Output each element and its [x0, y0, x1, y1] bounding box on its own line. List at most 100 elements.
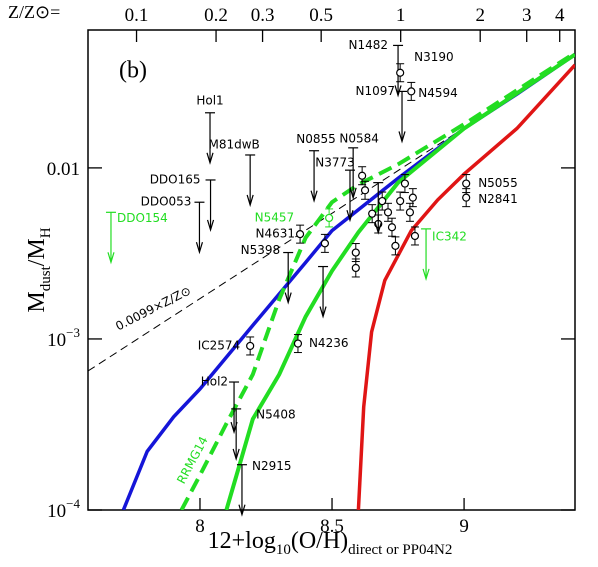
- galaxy-point: [462, 193, 471, 202]
- x2-tick-label: 3: [522, 5, 532, 26]
- limit-arrowhead: [310, 190, 318, 203]
- galaxy-label: Hol1: [196, 93, 223, 107]
- galaxy-label: N3190: [414, 50, 454, 64]
- model-curve: [121, 53, 575, 510]
- galaxy-label: N0584: [339, 131, 379, 145]
- galaxy-label: IC342: [432, 229, 467, 243]
- limit-arrowhead: [319, 306, 327, 319]
- galaxy-point: [400, 179, 410, 188]
- y-tick-label-base: 10: [47, 501, 66, 522]
- model-curve: [179, 51, 575, 510]
- galaxy-point: [391, 241, 400, 250]
- galaxy-point: [320, 239, 329, 248]
- galaxy-label: N5398: [241, 243, 281, 257]
- x-tick-label: 9: [459, 516, 469, 537]
- galaxy-label: M81dwB: [209, 137, 260, 151]
- galaxy-point: [407, 87, 416, 96]
- x2-tick-label: 0.1: [125, 5, 149, 26]
- x2-tick-label: 4: [555, 5, 565, 26]
- x-tick-label: 8.5: [320, 516, 344, 537]
- galaxy-point: [293, 339, 303, 348]
- galaxy-point: [396, 68, 405, 77]
- y-label-part: dust: [38, 265, 54, 291]
- galaxy-point: [410, 231, 420, 241]
- limit-arrowhead: [284, 292, 292, 305]
- x2-tick-label: 0.5: [309, 5, 333, 26]
- y-label-part: /M: [24, 238, 50, 266]
- galaxy-label: N5408: [256, 407, 296, 421]
- y-tick-label-exp: −3: [66, 325, 80, 340]
- x-tick-label: 8: [195, 516, 205, 537]
- x2-tick-label: 1: [396, 5, 406, 26]
- galaxy-label: N1482: [349, 38, 389, 52]
- galaxy-label: Hol2: [201, 375, 228, 389]
- galaxy-label: N0855: [296, 132, 336, 146]
- galaxy-label: DDO053: [141, 195, 192, 209]
- galaxy-label: N4236: [309, 336, 349, 350]
- x2-axis-label: Z/Z⊙=: [8, 2, 60, 22]
- limit-arrowhead: [206, 152, 214, 165]
- galaxy-label: N2841: [478, 192, 518, 206]
- y-tick-label: 10−3: [47, 325, 80, 351]
- galaxy-label: DDO154: [117, 211, 168, 225]
- y-label-part: H: [38, 227, 54, 238]
- galaxy-point: [387, 223, 397, 232]
- galaxy-point: [358, 171, 367, 180]
- galaxy-point: [383, 208, 393, 217]
- y-label-part: M: [24, 291, 50, 312]
- panel-label: (b): [119, 58, 147, 84]
- galaxy-label: N4594: [418, 86, 458, 100]
- galaxy-label: N2915: [252, 459, 292, 473]
- curve-label: RRMG14: [174, 434, 211, 486]
- y-tick-label: 0.01: [47, 159, 80, 180]
- galaxy-point: [246, 341, 255, 351]
- curves: [88, 51, 575, 510]
- galaxy-point: [405, 208, 415, 217]
- y-tick-label-base: 10: [47, 330, 66, 351]
- limit-arrowhead: [398, 131, 406, 144]
- galaxy-label: N5457: [255, 210, 295, 224]
- model-curve: [224, 52, 575, 510]
- y-axis-label: Mdust/MH: [24, 227, 54, 312]
- x-axis-label: 12+log10(O/H)direct or PP04N2: [208, 528, 453, 558]
- galaxy-point: [396, 196, 405, 206]
- galaxy-point: [325, 213, 334, 223]
- limit-arrowhead: [238, 504, 246, 517]
- galaxy-point: [360, 186, 370, 195]
- limit-arrowhead: [232, 448, 240, 461]
- limit-arrowhead: [374, 222, 382, 235]
- limit-arrowhead: [422, 268, 430, 281]
- curve-label: 0.0099×Z/Z⊙: [113, 283, 193, 333]
- galaxy-label: N1097: [355, 84, 395, 98]
- limit-arrowhead: [394, 85, 402, 98]
- x2-tick-label: 0.3: [251, 5, 275, 26]
- limit-arrowhead: [195, 242, 204, 255]
- galaxy-label: N4631: [256, 227, 296, 241]
- model-curve: [356, 63, 575, 510]
- x2-tick-label: 2: [475, 5, 485, 26]
- x-label-part: 12+log: [208, 528, 276, 554]
- limit-arrowhead: [349, 187, 357, 200]
- x-label-part: (O/H): [291, 528, 348, 554]
- x-label-part: direct or PP04N2: [348, 542, 452, 558]
- limit-arrowhead: [346, 209, 354, 223]
- galaxy-label: N5055: [478, 176, 518, 190]
- x2-tick-label: 0.2: [204, 5, 228, 26]
- y-tick-label: 10−4: [47, 496, 80, 522]
- galaxy-label: N3773: [315, 156, 355, 170]
- limit-arrowhead: [246, 194, 254, 208]
- limit-arrowhead: [206, 219, 215, 233]
- galaxy-point: [408, 193, 417, 202]
- galaxy-point: [295, 230, 305, 239]
- galaxy-point: [351, 263, 360, 273]
- galaxy-point: [368, 209, 377, 218]
- galaxy-label: IC2574: [198, 338, 240, 352]
- x-label-part: 10: [276, 542, 291, 558]
- galaxy-point: [351, 248, 360, 257]
- galaxy-label: DDO165: [150, 172, 201, 186]
- y-tick-label-exp: −4: [66, 496, 80, 511]
- limit-arrowhead: [107, 252, 115, 265]
- galaxy-point: [462, 179, 471, 188]
